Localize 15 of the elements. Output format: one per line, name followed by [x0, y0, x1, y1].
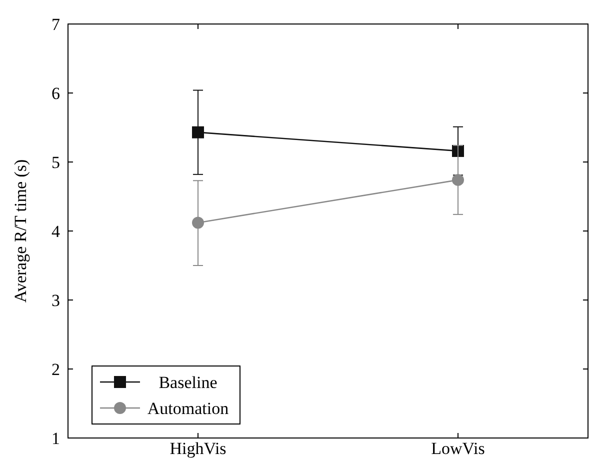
point: [452, 174, 464, 186]
y-tick-label: 2: [52, 360, 60, 379]
y-tick-label: 6: [52, 84, 60, 103]
point: [192, 216, 204, 229]
y-tick-label: 5: [52, 152, 60, 172]
y-tick-label: 7: [52, 14, 60, 34]
legend-label: Baseline: [158, 372, 218, 392]
x-tick-label: LowVis: [431, 439, 485, 458]
y-tick-label: 3: [52, 290, 60, 310]
point: [192, 126, 204, 138]
y-tick-label: 4: [52, 222, 60, 241]
x-tick-label: HighVis: [170, 439, 226, 458]
y-axis-title: Average R/T time (s): [11, 159, 30, 303]
y-tick-label: 1: [52, 428, 60, 448]
legend-label: Automation: [147, 398, 230, 418]
